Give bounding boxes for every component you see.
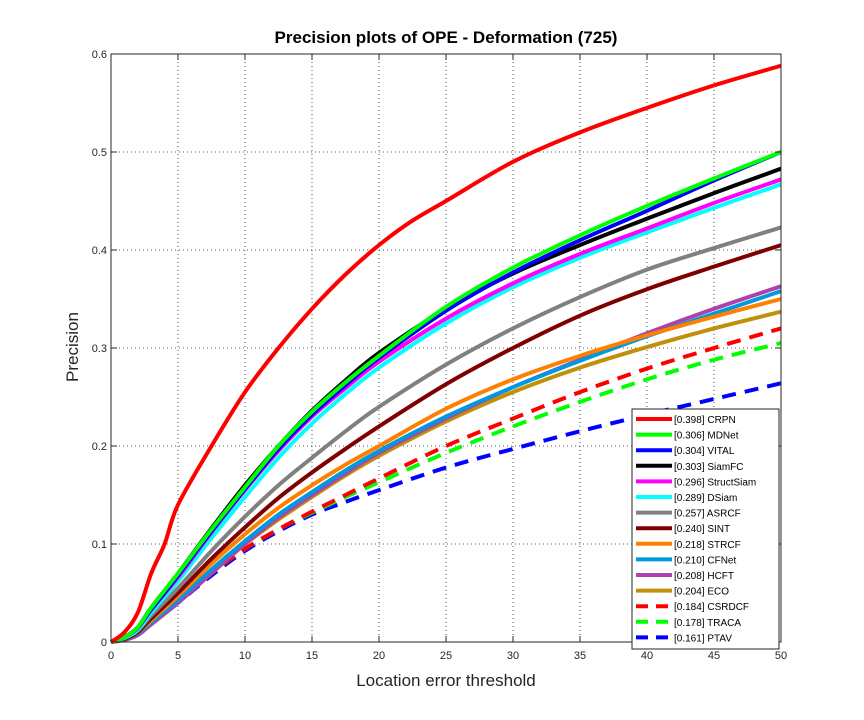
series-line-crpn (109, 63, 782, 644)
legend-label-mdnet: [0.306] MDNet (674, 431, 739, 442)
y-tick-label: 0.3 (92, 343, 107, 355)
legend-label-asrcf: [0.257] ASRCF (674, 509, 741, 520)
x-tick-label: 30 (507, 650, 519, 662)
y-tick-label: 0.1 (92, 539, 107, 551)
x-tick-label: 5 (175, 650, 181, 662)
legend-label-eco: [0.204] ECO (674, 587, 729, 598)
legend-label-hcft: [0.208] HCFT (674, 571, 734, 582)
y-axis-label: Precision (63, 312, 82, 382)
legend-label-csrdcf: [0.184] CSRDCF (674, 602, 749, 613)
series-lines (109, 63, 782, 644)
legend-label-strcf: [0.218] STRCF (674, 540, 741, 551)
legend-label-siamfc: [0.303] SiamFC (674, 462, 743, 473)
y-tick-label: 0.5 (92, 147, 107, 159)
x-tick-label: 45 (708, 650, 720, 662)
axis-ticks: 0 5 10 15 20 25 30 35 40 45 50 0 0.1 0.2 0.3 0.4 0.5 0.6 (92, 49, 787, 662)
x-axis-label: Location error threshold (356, 671, 536, 690)
legend-label-dsiam: [0.289] DSiam (674, 493, 737, 504)
x-tick-label: 35 (574, 650, 586, 662)
legend-label-structsiam: [0.296] StructSiam (674, 477, 756, 488)
x-tick-label: 50 (775, 650, 787, 662)
x-tick-label: 15 (306, 650, 318, 662)
legend: [0.398] CRPN [0.306] MDNet [0.304] VITAL [0… (631, 408, 780, 650)
series-line-mdnet (110, 150, 782, 644)
legend-label-ptav: [0.161] PTAV (674, 633, 732, 644)
x-tick-label: 25 (440, 650, 452, 662)
y-tick-label: 0.6 (92, 49, 107, 61)
legend-label-sint: [0.240] SINT (674, 524, 730, 535)
legend-label-crpn: [0.398] CRPN (674, 415, 736, 426)
x-tick-label: 10 (239, 650, 251, 662)
y-tick-label: 0.2 (92, 441, 107, 453)
legend-label-cfnet: [0.210] CFNet (674, 555, 736, 566)
series-line-traca (110, 341, 782, 644)
series-line-ptav (110, 381, 782, 644)
y-tick-label: 0.4 (92, 245, 107, 257)
legend-label-traca: [0.178] TRACA (674, 618, 741, 629)
chart-title: Precision plots of OPE - Deformation (72… (275, 28, 618, 47)
legend-label-vital: [0.304] VITAL (674, 446, 735, 457)
x-tick-label: 20 (373, 650, 385, 662)
x-tick-label: 40 (641, 650, 653, 662)
x-tick-label: 0 (108, 650, 114, 662)
y-tick-label: 0 (101, 637, 107, 649)
